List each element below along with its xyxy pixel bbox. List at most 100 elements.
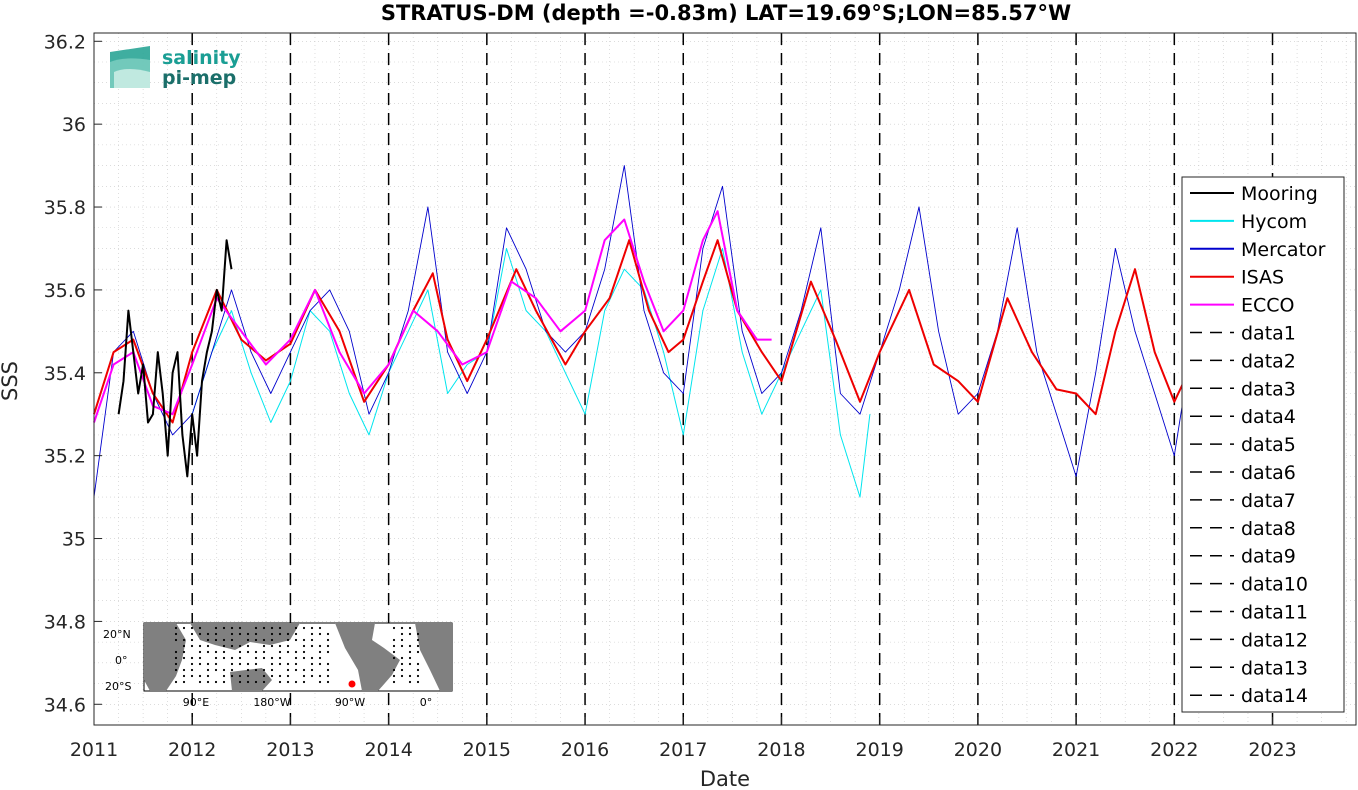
map-dot [270,638,274,642]
map-dot [206,668,210,672]
map-dot [198,650,202,654]
map-dot [246,674,250,678]
map-dot [214,632,218,636]
legend-label-data10: data10 [1241,574,1308,596]
map-dot [182,638,186,642]
map-dot [302,674,306,678]
map-dot [198,644,202,648]
map-dot [182,668,186,672]
legend-label-data4: data4 [1241,406,1296,428]
map-dot [318,626,322,630]
map-dot [254,650,258,654]
x-tick-label: 2022 [1150,739,1198,761]
inset-map-station-marker [348,680,356,688]
y-tick-label: 35.6 [44,280,86,302]
map-dot [190,644,194,648]
legend-box [1181,176,1345,713]
map-dot [278,644,282,648]
map-dot [294,668,298,672]
map-dot [278,656,282,660]
map-dot [190,662,194,666]
map-dot [246,662,250,666]
map-dot [286,668,290,672]
map-dot [190,656,194,660]
map-dot [174,662,178,666]
map-dot [408,650,412,654]
map-dot [278,632,282,636]
map-dot [174,656,178,660]
y-tick-label: 34.6 [44,694,86,716]
map-dot [262,674,266,678]
map-dot [182,644,186,648]
map-dot [278,626,282,630]
map-dot [214,680,218,684]
logo-line2: pi-mep [162,67,236,89]
map-dot [214,662,218,666]
series-line-hycom [191,248,871,498]
x-ticks: 2011 2012 2013 2014 2015 2016 2017 2018 2019 2020… [70,717,1297,761]
chart-title: STRATUS-DM (depth =-0.83m) LAT=19.69°S;L… [381,1,1071,25]
map-dot [310,626,314,630]
legend-label-data5: data5 [1241,434,1296,456]
map-dot [286,674,290,678]
map-dot [174,638,178,642]
map-dot [318,656,322,660]
map-dot [262,638,266,642]
map-dot [222,626,226,630]
map-dot [206,662,210,666]
map-dot [400,668,404,672]
map-lat-20s: 20°S [105,680,131,693]
legend-label-data13: data13 [1241,657,1308,679]
map-dot [174,650,178,654]
series-line-ecco [93,210,772,423]
x-axis-label: Date [700,767,750,790]
map-dot [294,638,298,642]
map-dot [294,656,298,660]
map-dot [222,656,226,660]
map-dot [400,638,404,642]
map-dot [254,638,258,642]
x-tick-label: 2019 [856,739,904,761]
legend-label-isas: ISAS [1241,267,1284,289]
map-dot [238,656,242,660]
legend-label-data8: data8 [1241,518,1296,540]
map-dot [318,674,322,678]
map-dot [254,632,258,636]
map-dot [392,626,396,630]
map-dot [286,650,290,654]
legend-label-hycom: Hycom [1241,211,1307,233]
map-lat-0: 0° [115,654,128,667]
map-dot [392,680,396,684]
map-dot [278,650,282,654]
map-dot [230,668,234,672]
x-tick-label: 2013 [266,739,314,761]
map-dot [214,668,218,672]
map-dot [310,656,314,660]
map-dot [318,644,322,648]
map-dot [174,632,178,636]
map-dot [286,680,290,684]
map-dot [302,650,306,654]
map-dot [408,644,412,648]
inset-map-americas [335,623,400,691]
map-dot [262,668,266,672]
legend-items: Mooring Hycom Mercator ISAS ECCO data1 data2 da… [1190,183,1326,707]
map-dot [326,632,330,636]
map-dot [254,662,258,666]
map-dot [416,638,420,642]
map-dot [222,680,226,684]
map-dot [198,632,202,636]
map-dot [400,662,404,666]
x-tick-label: 2014 [364,739,412,761]
map-dot [230,638,234,642]
map-dot [408,626,412,630]
map-dot [302,680,306,684]
map-dot [238,674,242,678]
x-tick-label: 2021 [1052,739,1100,761]
map-dot [198,626,202,630]
map-dot [190,632,194,636]
map-dot [230,626,234,630]
map-dot [286,662,290,666]
legend-label-mercator: Mercator [1241,239,1326,261]
map-dot [302,656,306,660]
